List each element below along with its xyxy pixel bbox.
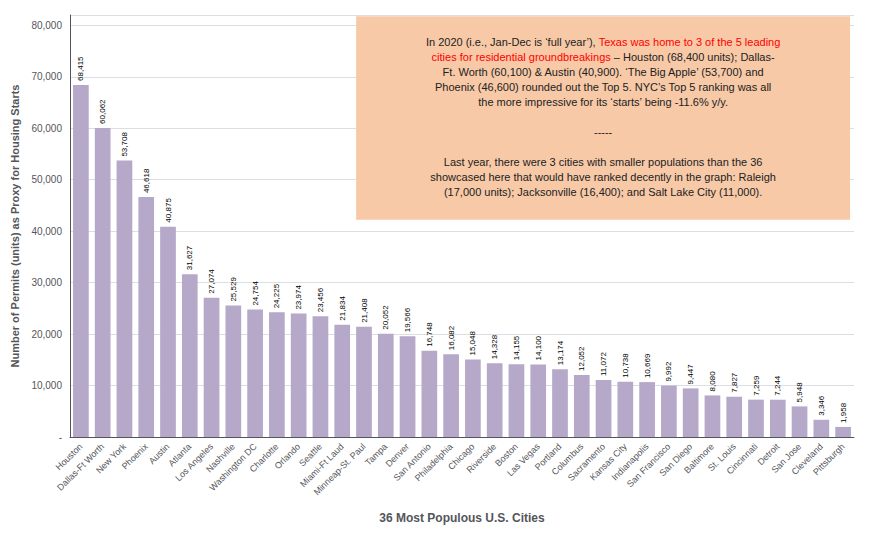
svg-text:24,754: 24,754 (251, 281, 260, 306)
svg-text:Orlando: Orlando (273, 441, 303, 471)
svg-text:80,000: 80,000 (31, 20, 62, 31)
svg-text:Los Angeles: Los Angeles (173, 441, 216, 484)
svg-text:7,244: 7,244 (773, 375, 782, 396)
svg-text:– Houston (68,400 units); Dall: – Houston (68,400 units); Dallas- (611, 51, 775, 63)
svg-text:Texas was home to 3 of the 5 l: Texas was home to 3 of the 5 leading (599, 36, 781, 48)
svg-text:Riverside: Riverside (465, 441, 499, 475)
svg-text:San Diego: San Diego (657, 441, 695, 479)
svg-text:9,992: 9,992 (664, 361, 673, 382)
svg-text:Dallas-Ft Worth: Dallas-Ft Worth (55, 441, 107, 493)
svg-text:Philadelphia: Philadelphia (412, 441, 455, 484)
svg-text:9,447: 9,447 (686, 364, 695, 385)
svg-text:11,072: 11,072 (599, 352, 608, 376)
svg-text:St. Louis: St. Louis (706, 441, 738, 474)
svg-text:19,566: 19,566 (403, 307, 412, 332)
svg-text:10,000: 10,000 (31, 380, 62, 391)
svg-text:In 2020 (i.e., Jan-Dec is ‘ful: In 2020 (i.e., Jan-Dec is ‘full year’), (426, 36, 599, 48)
svg-text:15,048: 15,048 (468, 331, 477, 356)
svg-text:50,000: 50,000 (31, 174, 62, 185)
svg-text:Phoenix (46,600) rounded out t: Phoenix (46,600) rounded out the Top 5. … (435, 81, 771, 93)
svg-text:New York: New York (94, 441, 128, 475)
svg-text:1,958: 1,958 (839, 402, 848, 423)
svg-text:23,974: 23,974 (294, 285, 303, 310)
svg-text:13,174: 13,174 (556, 340, 565, 365)
svg-text:12,052: 12,052 (577, 346, 586, 371)
svg-text:Cincinnati: Cincinnati (725, 441, 760, 476)
svg-text:30,000: 30,000 (31, 277, 62, 288)
svg-text:27,074: 27,074 (207, 269, 216, 294)
svg-text:Tampa: Tampa (363, 441, 390, 468)
svg-text:31,627: 31,627 (185, 245, 194, 270)
svg-text:10,738: 10,738 (621, 353, 630, 378)
svg-text:-----: ----- (594, 126, 613, 138)
svg-text:10,669: 10,669 (643, 353, 652, 378)
svg-text:Pittsburgh: Pittsburgh (811, 441, 847, 477)
svg-text:46,618: 46,618 (142, 168, 151, 193)
svg-text:Houston: Houston (53, 441, 85, 473)
svg-text:20,052: 20,052 (381, 305, 390, 330)
svg-text:San Jose: San Jose (769, 441, 804, 475)
svg-text:40,875: 40,875 (164, 198, 173, 223)
svg-text:Portland: Portland (532, 441, 564, 473)
svg-text:Las Vegas: Las Vegas (505, 441, 542, 478)
svg-text:Baltimore: Baltimore (682, 441, 716, 476)
svg-text:Detroit: Detroit (755, 441, 782, 468)
svg-text:Columbus: Columbus (549, 441, 586, 478)
svg-text:Charlotte: Charlotte (248, 441, 281, 474)
svg-text:Last year, there were 3 cities: Last year, there were 3 cities with smal… (444, 156, 763, 168)
svg-text:7,827: 7,827 (730, 372, 739, 393)
svg-text:25,529: 25,529 (229, 277, 238, 302)
svg-text:the more impressive for its ‘s: the more impressive for its ‘starts’ bei… (478, 96, 728, 108)
svg-text:16,082: 16,082 (447, 325, 456, 350)
svg-text:5,948: 5,948 (795, 382, 804, 403)
svg-text:3,346: 3,346 (817, 395, 826, 416)
svg-text:San Francisco: San Francisco (624, 441, 673, 490)
svg-text:Denver: Denver (383, 441, 412, 469)
svg-text:Number of Permits (units) as P: Number of Permits (units) as Proxy for H… (9, 85, 21, 368)
svg-text:23,456: 23,456 (316, 287, 325, 312)
svg-text:Kansas City: Kansas City (587, 441, 629, 483)
svg-text:Indianapolis: Indianapolis (609, 441, 651, 483)
svg-text:Minneap-St. Paul: Minneap-St. Paul (312, 441, 368, 497)
svg-text:showcased here that would have: showcased here that would have ranked de… (430, 171, 776, 183)
svg-text:Phoenix: Phoenix (120, 441, 150, 471)
svg-text:Washington DC: Washington DC (207, 441, 259, 493)
svg-text:53,708: 53,708 (120, 132, 129, 157)
svg-text:cities for residential groundb: cities for residential groundbreakings (432, 51, 612, 63)
svg-text:-: - (59, 432, 62, 443)
svg-text:Boston: Boston (493, 441, 520, 469)
svg-text:40,000: 40,000 (31, 226, 62, 237)
svg-text:20,000: 20,000 (31, 329, 62, 340)
svg-text:Sacramento: Sacramento (565, 441, 608, 483)
svg-text:60,062: 60,062 (98, 99, 107, 124)
svg-text:(17,000 units); Jacksonville (: (17,000 units); Jacksonville (16,400); a… (444, 186, 762, 198)
svg-text:14,100: 14,100 (534, 335, 543, 360)
svg-text:San Antonio: San Antonio (391, 441, 433, 483)
svg-text:24,225: 24,225 (272, 283, 281, 308)
svg-text:7,259: 7,259 (752, 375, 761, 396)
svg-text:21,408: 21,408 (360, 298, 369, 323)
svg-text:Seattle: Seattle (297, 441, 324, 469)
svg-text:Austin: Austin (146, 441, 172, 467)
svg-text:Ft. Worth (60,100) & Austin (4: Ft. Worth (60,100) & Austin (40,900). ‘T… (443, 66, 764, 78)
svg-text:14,155: 14,155 (512, 335, 521, 360)
svg-text:8,080: 8,080 (708, 371, 717, 392)
svg-text:60,000: 60,000 (31, 123, 62, 134)
svg-text:Nashville: Nashville (204, 441, 237, 475)
svg-text:16,748: 16,748 (425, 322, 434, 347)
svg-text:70,000: 70,000 (31, 71, 62, 82)
svg-text:21,834: 21,834 (338, 296, 347, 321)
svg-text:Cleveland: Cleveland (789, 441, 825, 477)
svg-text:Atlanta: Atlanta (166, 441, 194, 469)
svg-text:68,415: 68,415 (76, 56, 85, 81)
svg-text:36 Most Populous U.S. Cities: 36 Most Populous U.S. Cities (379, 511, 545, 525)
svg-text:14,328: 14,328 (490, 334, 499, 359)
svg-text:Miami-Ft Laud: Miami-Ft Laud (298, 441, 346, 490)
svg-text:Chicago: Chicago (446, 441, 477, 472)
